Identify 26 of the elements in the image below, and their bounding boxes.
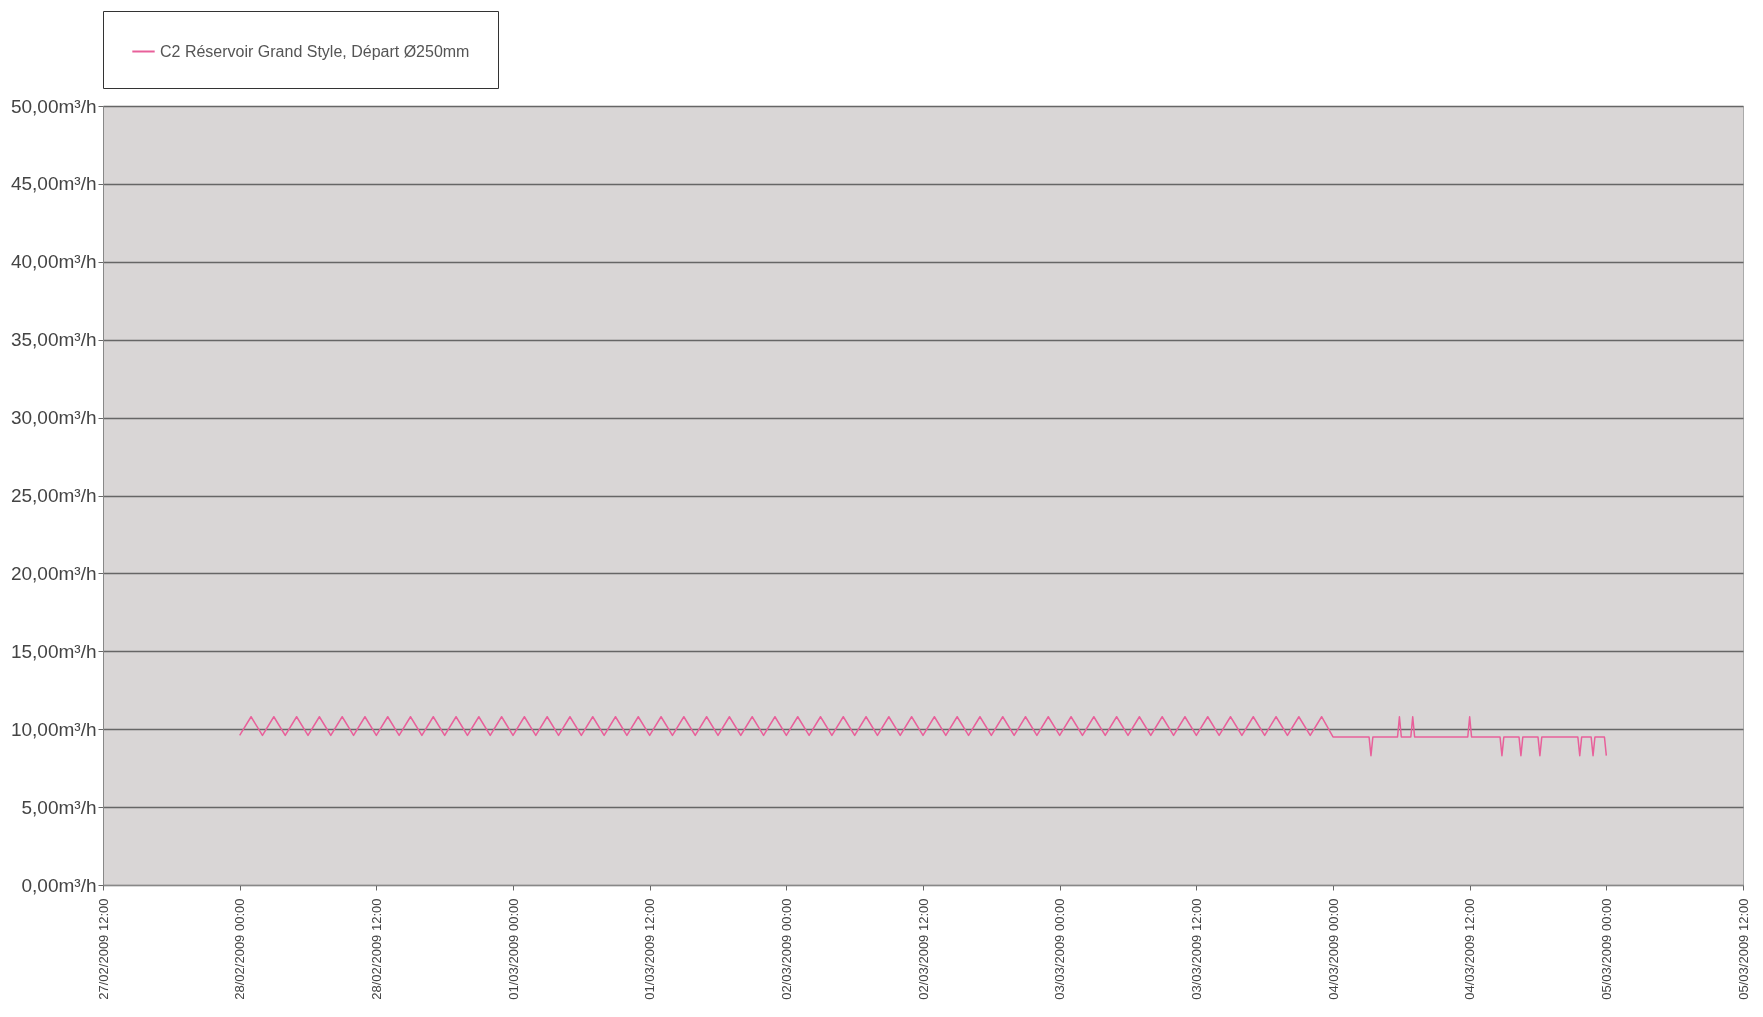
- x-tick-label: 01/03/2009 12:00: [642, 898, 658, 1000]
- x-tick-label: 05/03/2009 12:00: [1735, 898, 1751, 1000]
- x-tick-label: 02/03/2009 00:00: [778, 898, 794, 1000]
- y-tick-label: 35,00m³/h: [10, 329, 97, 351]
- y-tick-label: 40,00m³/h: [10, 251, 97, 273]
- y-tick-label: 45,00m³/h: [10, 173, 97, 195]
- x-tick-label: 28/02/2009 00:00: [232, 898, 248, 1000]
- y-tick-label: 25,00m³/h: [10, 485, 97, 506]
- x-tick-label: 27/02/2009 12:00: [95, 898, 111, 1000]
- y-tick-label: 30,00m³/h: [10, 407, 97, 429]
- line-series: [238, 715, 1608, 757]
- y-tick-label: 10,00m³/h: [10, 718, 97, 740]
- x-tick-label: 03/03/2009 12:00: [1188, 898, 1204, 1000]
- y-tick-label: 5,00m³/h: [21, 796, 97, 818]
- x-tick-label: 01/03/2009 00:00: [505, 898, 521, 1000]
- y-tick-label: 20,00m³/h: [10, 562, 97, 584]
- x-tick-label: 02/03/2009 12:00: [915, 898, 931, 1000]
- x-tick-label: 05/03/2009 00:00: [1598, 898, 1614, 1000]
- x-tick-label: 04/03/2009 00:00: [1325, 898, 1341, 1000]
- x-tick-label: 03/03/2009 00:00: [1052, 898, 1068, 1000]
- y-tick-label: 15,00m³/h: [10, 640, 97, 662]
- y-tick-label: 50,00m³/h: [10, 95, 97, 117]
- x-tick-label: 04/03/2009 12:00: [1462, 898, 1478, 1000]
- legend-label: C2 Réservoir Grand Style, Départ Ø250mm: [160, 42, 470, 60]
- x-tick-label: 28/02/2009 12:00: [368, 898, 384, 1000]
- y-tick-label: 0,00m³/h: [21, 874, 97, 896]
